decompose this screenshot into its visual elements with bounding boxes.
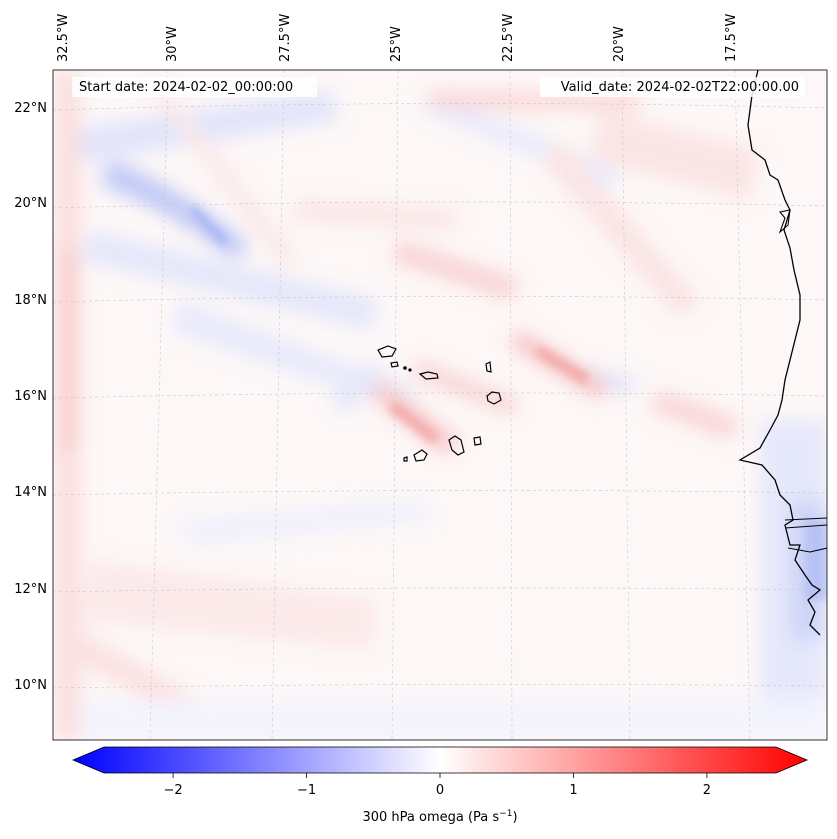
lat-label: 20°N — [14, 196, 47, 211]
lat-label: 10°N — [14, 678, 47, 693]
colorbar-tick-label: 1 — [569, 783, 577, 798]
colorbar-bar — [71, 746, 809, 774]
cape-verde-islands — [377, 345, 502, 462]
omega-field — [53, 70, 827, 740]
start-date-label: Start date: 2024-02-02_00:00:00 — [79, 80, 293, 95]
lon-label: 25°W — [389, 26, 404, 62]
lon-label: 32.5°W — [56, 14, 71, 62]
graticule — [53, 70, 827, 740]
lon-label: 27.5°W — [278, 14, 293, 62]
colorbar-tick-label: 0 — [436, 783, 444, 798]
lon-label: 22.5°W — [501, 14, 516, 62]
lon-label: 30°W — [165, 26, 180, 62]
coastline — [738, 70, 822, 636]
lat-label: 14°N — [14, 485, 47, 500]
colorbar-ticks: −2 −1 0 1 2 — [164, 773, 711, 798]
lat-label: 18°N — [14, 293, 47, 308]
colorbar: −2 −1 0 1 2 300 hPa omega (Pa s−1) — [71, 746, 809, 825]
lon-label: 20°W — [612, 26, 627, 62]
colorbar-tick-label: −2 — [164, 783, 183, 798]
lat-label: 16°N — [14, 389, 47, 404]
lat-label: 22°N — [14, 101, 47, 116]
valid-date-label: Valid_date: 2024-02-02T22:00:00.00 — [561, 80, 799, 95]
colorbar-label: 300 hPa omega (Pa s−1) — [362, 809, 517, 825]
lon-label: 17.5°W — [724, 14, 739, 62]
lat-label: 12°N — [14, 582, 47, 597]
map-frame — [52, 69, 828, 741]
colorbar-tick-label: −1 — [297, 783, 316, 798]
colorbar-tick-label: 2 — [703, 783, 711, 798]
